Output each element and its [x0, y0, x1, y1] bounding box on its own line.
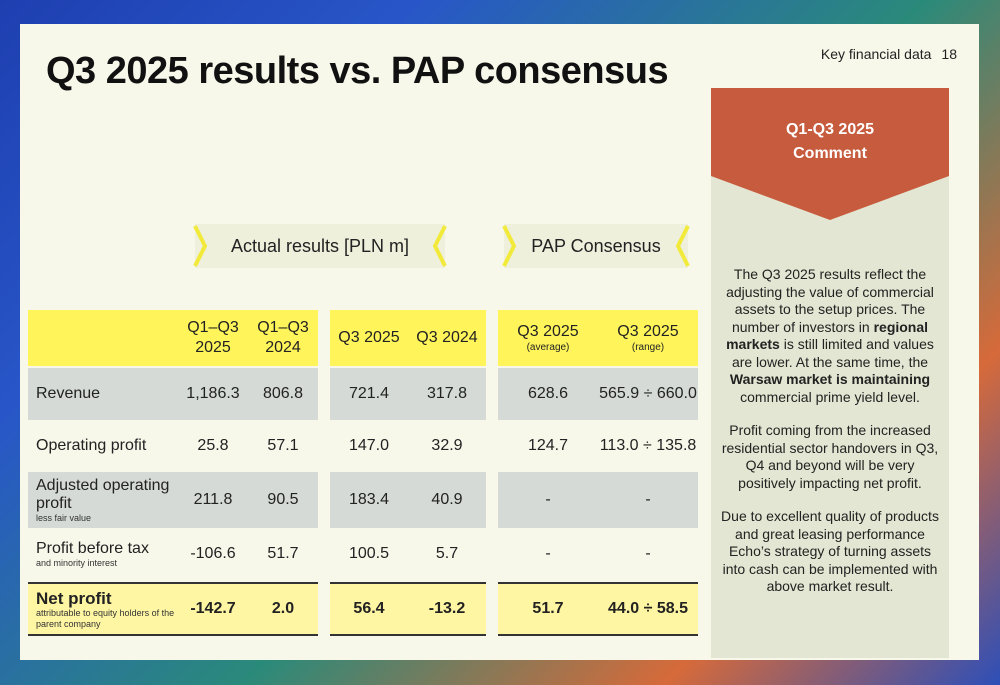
cell: 56.4	[353, 600, 385, 617]
chevron-right-icon	[432, 225, 447, 267]
table-row: 721.4 317.8	[330, 368, 486, 420]
table-header-row: Q1–Q3 2025 Q1–Q3 2024	[28, 310, 318, 366]
cell: 806.8	[262, 385, 304, 402]
cell: 40.9	[431, 491, 463, 508]
header-cons-range: Q3 2025 (range)	[617, 323, 679, 353]
table-group-ytd: Q1–Q3 2025 Q1–Q3 2024 Revenue 1,186.3 806.…	[28, 310, 318, 640]
table-row: 628.6 565.9 ÷ 660.0	[498, 368, 698, 420]
cell: -142.7	[190, 600, 236, 617]
header-q3-2024: Q3 2024	[416, 329, 478, 346]
table-row: - -	[498, 528, 698, 580]
row-label: Net profit attributable to equity holder…	[36, 588, 175, 629]
header-q3-2025: Q3 2025	[338, 329, 400, 346]
chevron-left-icon	[193, 225, 208, 267]
cell: 90.5	[267, 491, 299, 508]
table-row: 100.5 5.7	[330, 528, 486, 580]
cell: 44.0 ÷ 58.5	[608, 600, 688, 617]
table-row: 51.7 44.0 ÷ 58.5	[498, 582, 698, 636]
cell: 565.9 ÷ 660.0	[599, 385, 697, 402]
cell: 147.0	[348, 437, 390, 454]
cell: -	[545, 491, 551, 508]
table-group-consensus: Q3 2025 (average) Q3 2025 (range) 628.6 56…	[498, 310, 698, 640]
header-q1q3-2024: Q1–Q3 2024	[257, 319, 309, 356]
cell: 51.7	[532, 600, 564, 617]
cell: -106.6	[190, 545, 236, 562]
header-cons-average: Q3 2025 (average)	[517, 323, 579, 353]
cell: 57.1	[267, 437, 299, 454]
table-row: 56.4 -13.2	[330, 582, 486, 636]
cell: 51.7	[267, 545, 299, 562]
header-q1q3-2025: Q1–Q3 2025	[187, 319, 239, 356]
cell: 5.7	[435, 545, 459, 562]
table-row-adjusted-operating-profit: Adjusted operating profit less fair valu…	[28, 472, 318, 528]
table-row: 124.7 113.0 ÷ 135.8	[498, 420, 698, 472]
slide: Key financial data 18 Q3 2025 results vs…	[20, 24, 979, 660]
comment-paragraph-2: Profit coming from the increased residen…	[721, 422, 939, 491]
cell: 100.5	[348, 545, 390, 562]
table-row-net-profit: Net profit attributable to equity holder…	[28, 582, 318, 636]
cell: 628.6	[527, 385, 569, 402]
table-row: 183.4 40.9	[330, 472, 486, 528]
cell: 2.0	[271, 600, 295, 617]
actual-results-label: Actual results [PLN m]	[230, 235, 410, 256]
page-title: Q3 2025 results vs. PAP consensus	[46, 50, 669, 92]
actual-results-band: Actual results [PLN m]	[193, 224, 447, 268]
comment-title: Q1-Q3 2025 Comment	[785, 121, 875, 162]
comment-header-banner	[711, 88, 949, 220]
section-label: Key financial data	[820, 46, 932, 62]
table-row: 147.0 32.9	[330, 420, 486, 472]
comment-paragraph-3: Due to excellent quality of products and…	[721, 508, 939, 594]
cell: -	[645, 545, 651, 562]
row-label: Operating profit	[36, 437, 147, 454]
comment-panel: Q1-Q3 2025 Comment The Q3 2025 results r…	[711, 88, 949, 658]
table-header-row: Q3 2025 (average) Q3 2025 (range)	[498, 310, 698, 366]
cell: 1,186.3	[186, 385, 240, 402]
table-group-q3: Q3 2025 Q3 2024 721.4 317.8 147.0 32.9 1…	[330, 310, 486, 640]
cell: 183.4	[348, 491, 390, 508]
cell: 113.0 ÷ 135.8	[599, 437, 697, 454]
row-label: Adjusted operating profit less fair valu…	[36, 476, 170, 523]
comment-paragraph-1: The Q3 2025 results reflect the adjustin…	[726, 266, 934, 405]
page-meta: Key financial data 18	[821, 46, 957, 62]
table-header-row: Q3 2025 Q3 2024	[330, 310, 486, 366]
cell: -13.2	[428, 600, 466, 617]
cell: -	[645, 491, 651, 508]
cell: 25.8	[197, 437, 229, 454]
chevron-right-icon	[675, 225, 690, 267]
row-label: Revenue	[36, 385, 101, 402]
table-row-revenue: Revenue 1,186.3 806.8	[28, 368, 318, 420]
table-row-operating-profit: Operating profit 25.8 57.1	[28, 420, 318, 472]
cell: 317.8	[426, 385, 468, 402]
table-row: - -	[498, 472, 698, 528]
table-row-profit-before-tax: Profit before tax and minority interest …	[28, 528, 318, 580]
cell: 124.7	[527, 437, 569, 454]
cell: 211.8	[193, 491, 233, 508]
cell: 721.4	[348, 385, 390, 402]
comment-body: The Q3 2025 results reflect the adjustin…	[719, 266, 941, 612]
consensus-band: PAP Consensus	[502, 224, 690, 268]
cell: 32.9	[431, 437, 463, 454]
page-number: 18	[941, 46, 957, 62]
row-label: Profit before tax and minority interest	[36, 539, 149, 568]
cell: -	[545, 545, 551, 562]
consensus-label: PAP Consensus	[531, 235, 661, 256]
chevron-left-icon	[502, 225, 517, 267]
